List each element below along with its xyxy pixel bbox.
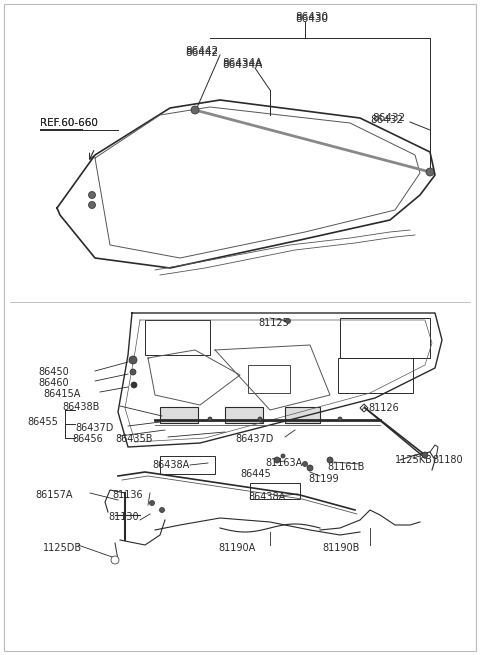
Text: 1125DB: 1125DB bbox=[43, 543, 82, 553]
Circle shape bbox=[159, 508, 165, 512]
Text: 86442: 86442 bbox=[185, 48, 218, 58]
Circle shape bbox=[88, 191, 96, 198]
Circle shape bbox=[338, 417, 342, 421]
Text: 86434A: 86434A bbox=[222, 58, 262, 68]
Circle shape bbox=[129, 356, 137, 364]
Text: 86157A: 86157A bbox=[35, 490, 72, 500]
Text: 81161B: 81161B bbox=[327, 462, 364, 472]
Circle shape bbox=[281, 454, 285, 458]
Text: 86456: 86456 bbox=[72, 434, 103, 444]
Text: 86432: 86432 bbox=[372, 113, 405, 123]
Circle shape bbox=[258, 417, 262, 421]
Text: 81126: 81126 bbox=[368, 403, 399, 413]
Text: 81136: 81136 bbox=[112, 490, 143, 500]
Text: 81190B: 81190B bbox=[322, 543, 360, 553]
Text: 86460: 86460 bbox=[38, 378, 69, 388]
Circle shape bbox=[149, 500, 155, 506]
Text: 86437D: 86437D bbox=[75, 423, 113, 433]
Text: 86432: 86432 bbox=[370, 115, 403, 125]
Circle shape bbox=[426, 168, 434, 176]
Text: 81190A: 81190A bbox=[218, 543, 255, 553]
Circle shape bbox=[208, 417, 212, 421]
Text: 86415A: 86415A bbox=[43, 389, 80, 399]
Circle shape bbox=[327, 457, 333, 463]
Circle shape bbox=[111, 556, 119, 564]
Text: REF.60-660: REF.60-660 bbox=[40, 118, 98, 128]
Text: REF.60-660: REF.60-660 bbox=[40, 118, 98, 128]
Polygon shape bbox=[360, 404, 368, 412]
Text: 86455: 86455 bbox=[27, 417, 58, 427]
Text: 86450: 86450 bbox=[38, 367, 69, 377]
Text: 86430: 86430 bbox=[295, 12, 328, 22]
Circle shape bbox=[131, 382, 137, 388]
Text: 86437D: 86437D bbox=[235, 434, 274, 444]
Circle shape bbox=[302, 462, 308, 466]
Circle shape bbox=[130, 369, 136, 375]
Text: 86435B: 86435B bbox=[115, 434, 153, 444]
Text: 86438A: 86438A bbox=[248, 492, 285, 502]
Text: 81180: 81180 bbox=[432, 455, 463, 465]
Text: 86434A: 86434A bbox=[222, 60, 262, 70]
Circle shape bbox=[422, 452, 428, 458]
Text: 86442: 86442 bbox=[185, 46, 218, 56]
Text: 86438A: 86438A bbox=[152, 460, 189, 470]
Text: 81125: 81125 bbox=[258, 318, 289, 328]
Text: 1125KB: 1125KB bbox=[395, 455, 433, 465]
Text: 81163A: 81163A bbox=[265, 458, 302, 468]
Text: 86445: 86445 bbox=[240, 469, 271, 479]
FancyBboxPatch shape bbox=[285, 407, 320, 423]
Circle shape bbox=[88, 202, 96, 208]
Circle shape bbox=[286, 318, 290, 324]
Text: 86438B: 86438B bbox=[62, 402, 99, 412]
Text: 81130: 81130 bbox=[108, 512, 139, 522]
Circle shape bbox=[191, 106, 199, 114]
Circle shape bbox=[307, 465, 313, 471]
Text: 81199: 81199 bbox=[308, 474, 338, 484]
Circle shape bbox=[274, 457, 280, 463]
FancyBboxPatch shape bbox=[225, 407, 263, 423]
Text: 86430: 86430 bbox=[295, 14, 328, 24]
FancyBboxPatch shape bbox=[160, 407, 198, 423]
